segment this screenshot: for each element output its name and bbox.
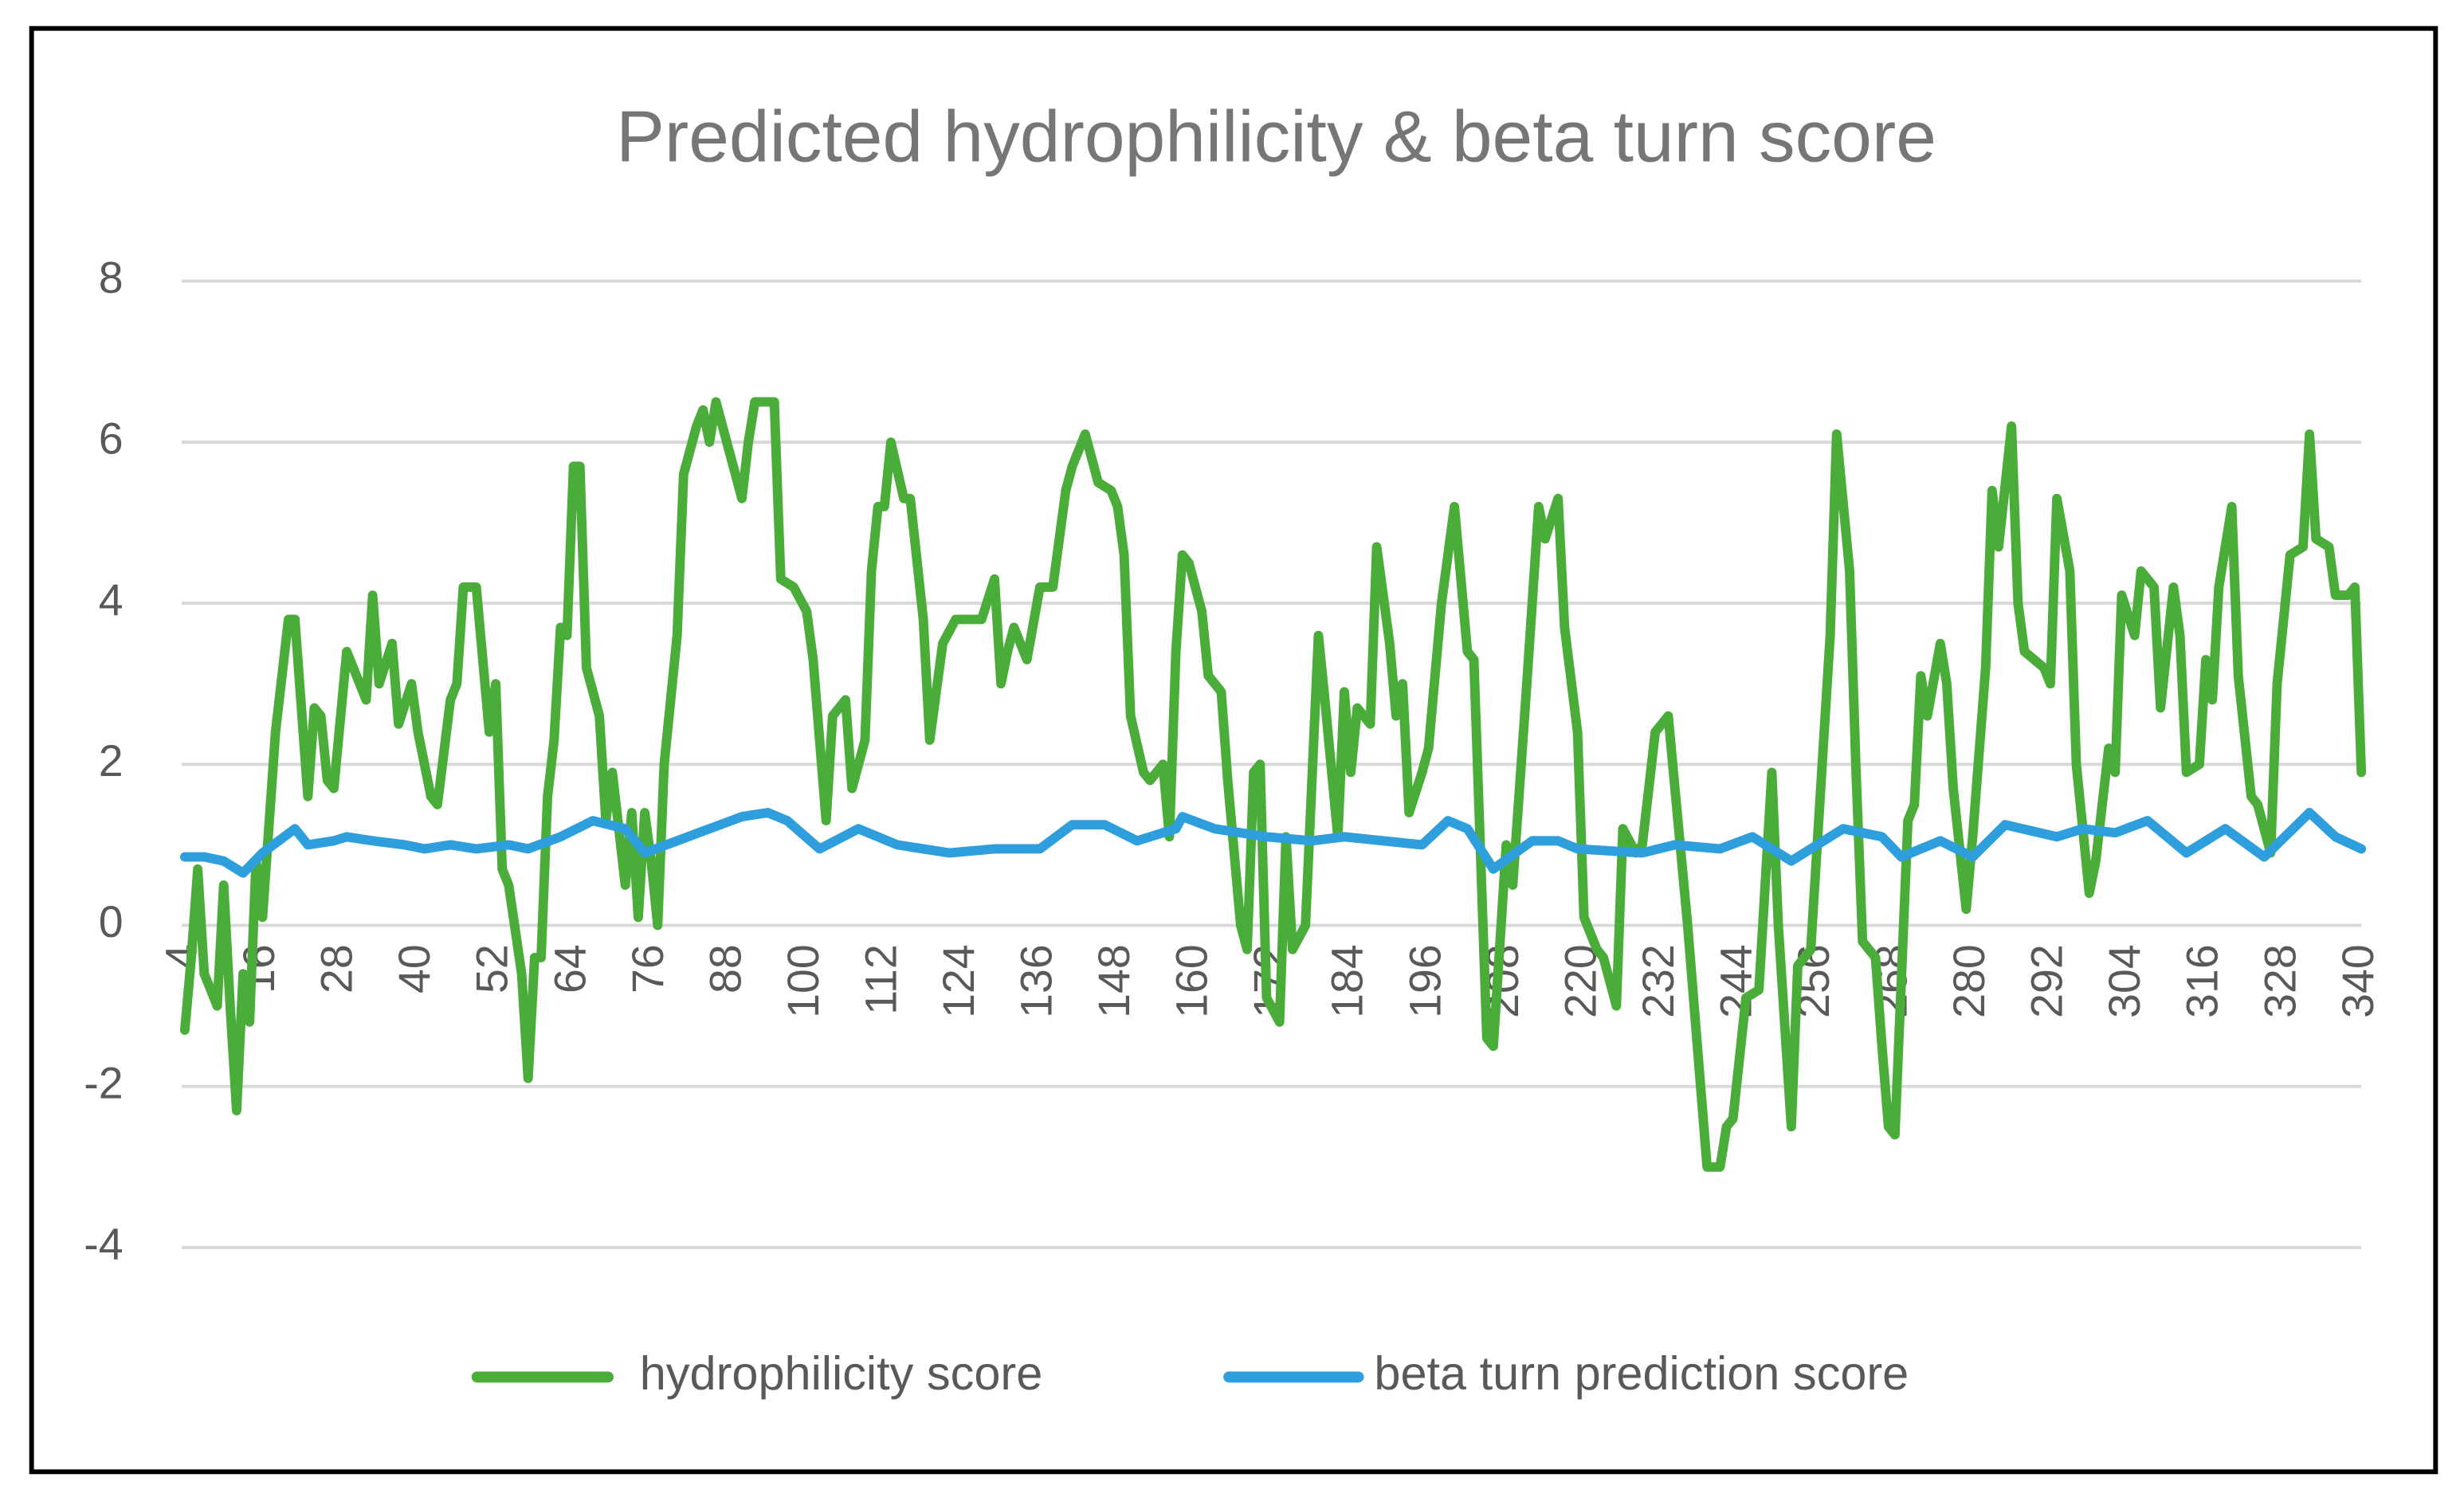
x-tick-label: 184	[1323, 944, 1372, 1018]
line-series	[179, 397, 2367, 1172]
y-tick-label: 4	[99, 575, 124, 625]
x-tick-label: 280	[1944, 944, 1994, 1018]
y-tick-label: 0	[99, 897, 124, 946]
y-tick-label: 6	[99, 414, 124, 464]
y-tick-label: 2	[99, 736, 124, 786]
x-tick-label: 136	[1012, 944, 1061, 1018]
x-tick-label: 244	[1711, 944, 1760, 1018]
line-series	[179, 808, 2367, 878]
x-tick-label: 76	[623, 944, 673, 993]
x-tick-label: 304	[2100, 944, 2149, 1018]
x-tick-label: 88	[700, 944, 750, 993]
x-tick-label: 232	[1634, 944, 1683, 1018]
x-tick-label: 328	[2255, 944, 2305, 1018]
y-tick-label: -4	[84, 1220, 123, 1269]
x-tick-label: 148	[1089, 944, 1139, 1018]
y-tick-label: -2	[84, 1058, 123, 1107]
x-tick-label: 292	[2023, 944, 2072, 1018]
legend-label: beta turn prediction score	[1374, 1346, 1909, 1400]
x-tick-label: 160	[1167, 944, 1217, 1018]
x-tick-label: 52	[468, 944, 517, 993]
x-tick-label: 112	[856, 944, 905, 1014]
x-tick-label: 40	[390, 944, 439, 993]
x-tick-label: 28	[312, 944, 362, 993]
x-tick-label: 124	[934, 944, 983, 1018]
x-tick-label: 196	[1400, 944, 1450, 1018]
chart-border	[29, 25, 2438, 1475]
x-tick-label: 4	[157, 944, 206, 969]
x-tick-label: 100	[779, 944, 828, 1018]
x-tick-label: 64	[545, 944, 594, 993]
chart-title: Predicted hydrophilicity & beta turn sco…	[616, 96, 1936, 177]
x-tick-label: 340	[2333, 944, 2383, 1018]
y-tick-label: 8	[99, 253, 124, 302]
x-tick-label: 316	[2178, 944, 2227, 1018]
legend-label: hydrophilicity score	[640, 1346, 1043, 1400]
